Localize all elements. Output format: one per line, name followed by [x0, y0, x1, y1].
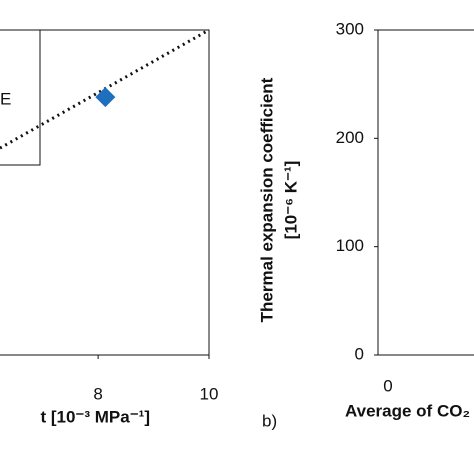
right-plot-frame	[377, 29, 474, 356]
y-tick-label: 0	[355, 344, 364, 363]
panel-label: b)	[262, 411, 277, 430]
x-axis-label: t [10⁻³ MPa⁻¹]	[40, 407, 150, 426]
y-tick-label: 300	[336, 19, 364, 38]
y-tick-label: 200	[336, 128, 364, 147]
y-axis-label: [10⁻⁶ K⁻¹]	[281, 161, 300, 240]
x-tick-label: 0	[383, 376, 392, 395]
legend-box	[0, 29, 41, 166]
y-tick-label: 100	[336, 236, 364, 255]
left-plot-frame	[0, 29, 210, 356]
diamond-marker	[95, 87, 116, 108]
y-axis-label: Thermal expansion coefficient	[257, 77, 276, 322]
legend-label: E	[0, 89, 11, 108]
x-tick-label: 10	[200, 384, 219, 403]
x-axis-label: Average of CO₂	[345, 401, 470, 420]
x-tick-label: 8	[93, 384, 102, 403]
